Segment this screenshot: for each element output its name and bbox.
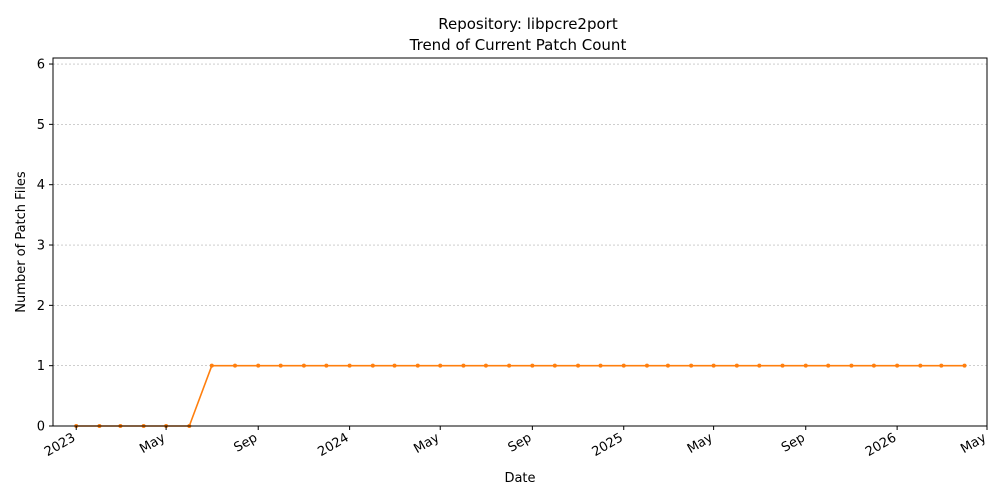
data-point <box>803 363 808 368</box>
x-tick-label: May <box>411 430 442 457</box>
y-tick-label: 3 <box>37 239 45 254</box>
data-point <box>826 363 831 368</box>
x-tick-label: Sep <box>506 430 535 455</box>
data-point <box>939 363 944 368</box>
y-tick-label: 6 <box>37 58 45 73</box>
y-axis: 0 1 2 3 4 5 6 <box>37 58 53 435</box>
data-point <box>347 363 352 368</box>
data-point <box>871 363 876 368</box>
series-line <box>76 364 965 427</box>
series-markers <box>74 363 967 428</box>
data-point <box>461 363 466 368</box>
data-point <box>278 363 283 368</box>
x-tick-label: 2024 <box>315 430 351 460</box>
grid <box>53 63 987 366</box>
data-point <box>757 363 762 368</box>
series-line-path <box>76 364 965 427</box>
y-tick-label: 1 <box>37 359 45 374</box>
data-point <box>392 363 397 368</box>
data-point <box>370 363 375 368</box>
data-point <box>256 363 261 368</box>
data-point <box>644 363 649 368</box>
x-tick-label: 2026 <box>863 430 899 460</box>
chart-title: Repository: libpcre2port <box>438 15 618 33</box>
data-point <box>507 363 512 368</box>
data-point <box>665 363 670 368</box>
data-point <box>895 363 900 368</box>
data-point <box>209 363 214 368</box>
x-tick-label: May <box>958 430 989 457</box>
x-axis-label: Date <box>504 471 535 486</box>
x-tick-label: May <box>137 430 168 457</box>
data-point <box>324 363 329 368</box>
data-point <box>483 363 488 368</box>
data-point <box>711 363 716 368</box>
data-point <box>530 363 535 368</box>
data-point <box>734 363 739 368</box>
y-axis-label: Number of Patch Files <box>14 171 29 313</box>
y-tick-label: 4 <box>37 178 45 193</box>
data-point <box>576 363 581 368</box>
data-point <box>918 363 923 368</box>
y-tick-label: 5 <box>37 118 45 133</box>
data-point <box>962 363 967 368</box>
data-point <box>598 363 603 368</box>
x-axis: 2023 May Sep 2024 May Sep 2025 May Sep 2026 May <box>42 426 989 460</box>
data-point <box>552 363 557 368</box>
x-tick-label: Sep <box>231 430 260 455</box>
chart-subtitle: Trend of Current Patch Count <box>409 36 627 54</box>
y-tick-label: 0 <box>37 420 45 435</box>
x-tick-label: 2025 <box>590 430 626 460</box>
data-point <box>621 363 626 368</box>
data-point <box>415 363 420 368</box>
data-point <box>849 363 854 368</box>
data-point <box>689 363 694 368</box>
plot-frame <box>52 57 988 427</box>
data-point <box>438 363 443 368</box>
data-point <box>301 363 306 368</box>
x-tick-label: Sep <box>779 430 808 455</box>
x-tick-label: 2023 <box>42 430 78 460</box>
x-tick-label: May <box>685 430 716 457</box>
y-tick-label: 2 <box>37 299 45 314</box>
data-point <box>780 363 785 368</box>
data-point <box>233 363 238 368</box>
